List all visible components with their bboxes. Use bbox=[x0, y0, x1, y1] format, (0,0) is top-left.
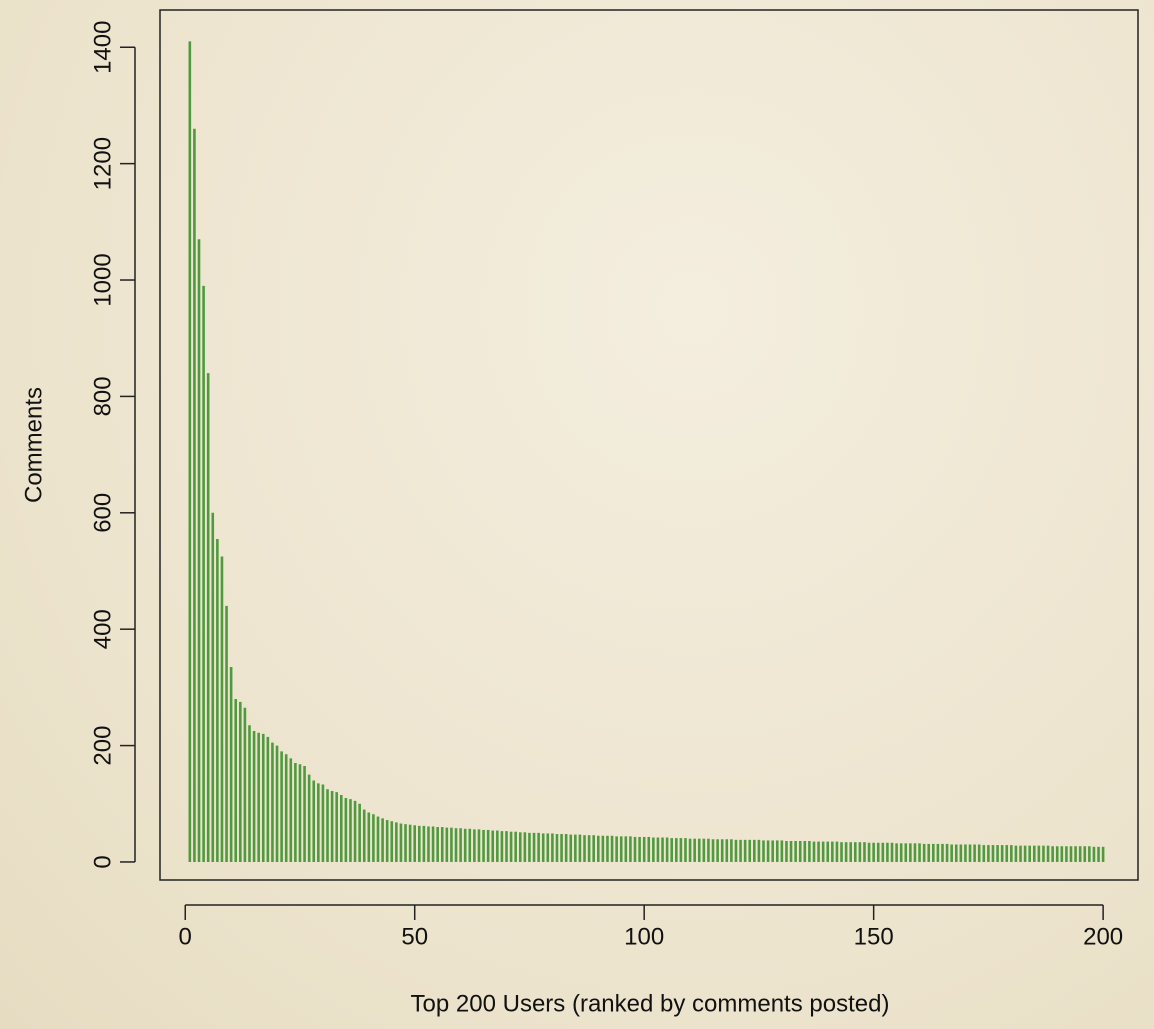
x-axis-label: Top 200 Users (ranked by comments posted… bbox=[411, 990, 890, 1017]
y-tick-label: 800 bbox=[89, 376, 116, 416]
x-tick-label: 150 bbox=[854, 923, 894, 950]
y-tick-label: 1000 bbox=[89, 253, 116, 306]
x-tick-label: 0 bbox=[179, 923, 192, 950]
y-tick-label: 0 bbox=[89, 855, 116, 868]
x-tick-label: 50 bbox=[401, 923, 428, 950]
x-tick-label: 200 bbox=[1083, 923, 1123, 950]
y-tick-label: 200 bbox=[89, 726, 116, 766]
y-axis-label: Comments bbox=[20, 387, 47, 503]
y-tick-label: 400 bbox=[89, 609, 116, 649]
y-tick-label: 1400 bbox=[89, 21, 116, 74]
y-tick-label: 1200 bbox=[89, 137, 116, 190]
x-tick-label: 100 bbox=[624, 923, 664, 950]
y-tick-label: 600 bbox=[89, 493, 116, 533]
plot-frame bbox=[159, 9, 1139, 881]
